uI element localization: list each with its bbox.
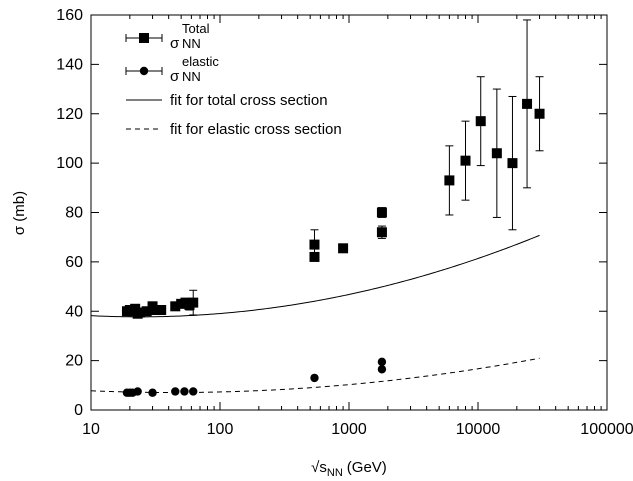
x-axis-title-main: √s — [311, 459, 327, 476]
legend-label-sub: NN — [182, 69, 201, 84]
series-3 — [90, 357, 540, 394]
y-axis-title: σ (mb) — [11, 191, 28, 235]
total-data-point — [188, 297, 199, 308]
x-tick-label: 10000 — [456, 421, 501, 438]
fit-curve — [90, 357, 540, 394]
y-tick-label: 20 — [65, 353, 83, 370]
series-2 — [90, 234, 540, 318]
fit-curve — [90, 234, 540, 318]
total-data-point — [460, 155, 471, 166]
total-data-point — [141, 306, 152, 317]
plot-frame — [90, 14, 608, 411]
elastic-data-point — [189, 387, 198, 396]
y-tick-label: 160 — [56, 7, 83, 24]
legend-marker — [139, 66, 149, 76]
legend-item-2: fit for total cross section — [126, 92, 328, 109]
y-tick-label: 0 — [74, 402, 83, 419]
total-data-point — [444, 175, 455, 186]
legend-label: σelastic NN — [170, 54, 219, 85]
x-tick-label: 100000 — [580, 421, 633, 438]
legend-label: fit for total cross section — [170, 92, 328, 109]
legend-label-sup: Total — [182, 21, 210, 36]
total-data-point — [475, 116, 486, 127]
x-tick-label: 100 — [207, 421, 234, 438]
total-data-point — [309, 251, 320, 262]
legend-item-1: σelastic NN — [125, 54, 219, 85]
elastic-data-point — [133, 387, 142, 396]
legend-label-sup: elastic — [182, 54, 219, 69]
legend-item-3: fit for elastic cross section — [126, 121, 342, 138]
series-1 — [122, 357, 387, 397]
x-axis-title: √sNN (GeV) — [311, 459, 387, 479]
elastic-data-point — [171, 387, 180, 396]
legend-label-main: σ — [170, 68, 180, 85]
total-data-point — [507, 158, 518, 169]
elastic-data-point — [377, 357, 387, 367]
total-data-point — [376, 207, 387, 218]
total-data-point — [522, 98, 533, 109]
y-tick-label: 140 — [56, 56, 83, 73]
total-data-point — [170, 301, 181, 312]
total-data-point — [149, 305, 160, 316]
y-tick-label: 40 — [65, 303, 83, 320]
y-tick-label: 60 — [65, 254, 83, 271]
total-data-point — [135, 307, 146, 318]
elastic-data-point — [148, 388, 157, 397]
total-data-point — [534, 108, 545, 119]
legend-label: σTotal NN — [170, 21, 210, 52]
y-tick-label: 80 — [65, 205, 83, 222]
elastic-data-point — [180, 387, 189, 396]
legend-item-0: σTotal NN — [125, 21, 210, 52]
total-data-point — [491, 148, 502, 159]
total-data-point — [156, 305, 167, 316]
legend-marker — [139, 33, 149, 43]
y-tick-label: 120 — [56, 106, 83, 123]
series-0 — [121, 19, 545, 319]
elastic-data-point — [310, 373, 319, 383]
legend-label-sub: NN — [182, 36, 201, 51]
legend-label-main: σ — [170, 35, 180, 52]
total-data-point — [309, 239, 320, 250]
series-layer — [90, 19, 545, 397]
x-axis-title-unit: (GeV) — [347, 459, 387, 476]
x-axis-title-sub: NN — [327, 467, 343, 479]
total-data-point — [338, 243, 349, 254]
x-tick-label: 10 — [82, 421, 100, 438]
x-tick-label: 1000 — [331, 421, 367, 438]
y-tick-label: 100 — [56, 155, 83, 172]
legend-label: fit for elastic cross section — [170, 121, 342, 138]
axis-ticks: 10 100 1000 10000 100000 0 20 40 60 80 100 120 140 16… — [56, 7, 633, 438]
elastic-data-point — [377, 365, 387, 374]
total-data-point — [376, 227, 387, 238]
